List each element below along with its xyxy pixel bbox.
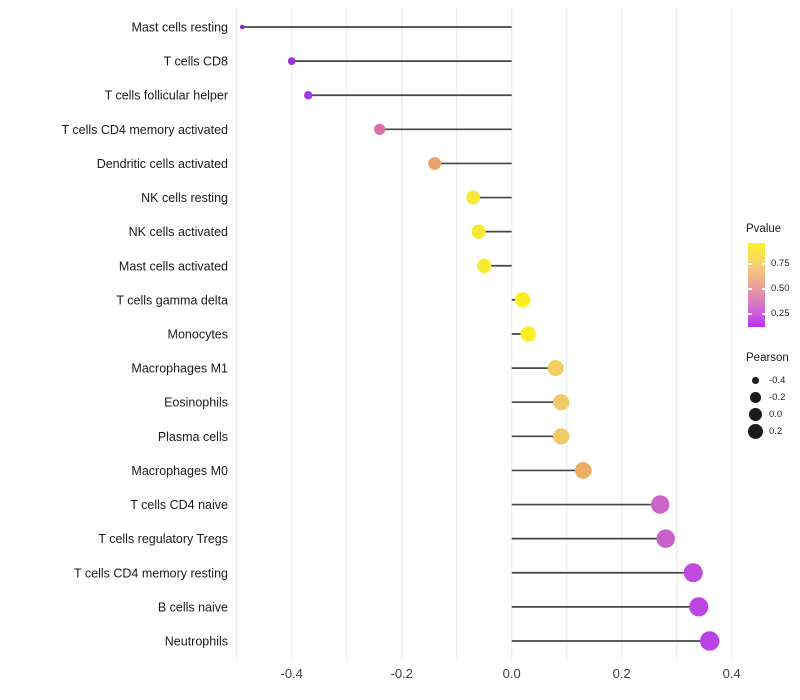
y-axis-label: Mast cells resting	[131, 21, 228, 35]
y-axis-label: T cells CD4 naive	[130, 498, 228, 512]
pearson-size-dot	[747, 423, 764, 440]
pearson-legend-row: -0.2	[746, 389, 789, 406]
pvalue-colorbar-wrap: 0.75 0.50 0.25	[746, 243, 800, 329]
pearson-legend-label: 0.2	[769, 426, 783, 437]
pearson-legend: Pearson -0.4 -0.2 0.0 0.2	[746, 352, 789, 440]
y-axis-label: NK cells resting	[141, 191, 228, 205]
lollipop-dot	[689, 597, 709, 617]
colorbar-tick-label: 0.25	[771, 308, 790, 319]
colorbar-tick-mark	[748, 288, 752, 290]
pearson-legend-label: -0.2	[769, 392, 786, 403]
x-axis-tick-label: 0.4	[723, 666, 741, 681]
y-axis-label: Monocytes	[168, 327, 228, 341]
lollipop-dot	[466, 190, 481, 205]
lollipop-dot	[650, 495, 670, 514]
y-axis-label: T cells CD4 memory activated	[62, 123, 229, 137]
y-axis-label: T cells CD8	[164, 55, 228, 69]
pearson-size-dot	[748, 407, 763, 422]
colorbar-tick-mark	[761, 288, 765, 290]
lollipop-dot	[477, 258, 492, 273]
y-axis-label: T cells CD4 memory resting	[74, 566, 228, 580]
lollipop-dot	[520, 326, 536, 342]
y-axis-label: T cells follicular helper	[105, 89, 228, 103]
y-axis-label: B cells naive	[158, 600, 228, 614]
y-axis-label: T cells gamma delta	[116, 293, 228, 307]
y-axis-label: Dendritic cells activated	[97, 157, 228, 171]
colorbar-tick-mark	[761, 263, 765, 265]
x-axis-tick-label: 0.0	[503, 666, 521, 681]
lollipop-dot	[515, 292, 531, 308]
colorbar-tick-mark	[748, 263, 752, 265]
pearson-size-dot	[750, 392, 761, 403]
pvalue-legend: Pvalue 0.75 0.50 0.25	[746, 223, 800, 329]
y-axis-label: T cells regulatory Tregs	[98, 532, 228, 546]
pvalue-colorbar	[748, 243, 765, 327]
pearson-legend-key	[746, 377, 765, 384]
y-axis-label: Macrophages M1	[131, 362, 228, 376]
lollipop-dot	[471, 224, 486, 239]
lollipop-dot	[553, 394, 570, 411]
pvalue-legend-title: Pvalue	[746, 223, 782, 235]
x-axis-tick-label: 0.2	[613, 666, 631, 681]
pearson-legend-row: 0.0	[746, 406, 789, 423]
lollipop-dot	[287, 57, 296, 65]
lollipop-dot	[428, 156, 442, 170]
pearson-legend-row: 0.2	[746, 423, 789, 440]
pearson-size-dot	[752, 377, 759, 384]
pearson-legend-row: -0.4	[746, 372, 789, 389]
y-axis-label: NK cells activated	[129, 225, 228, 239]
pearson-legend-rows: -0.4 -0.2 0.0 0.2	[746, 372, 789, 440]
lollipop-dot	[547, 360, 564, 377]
pearson-legend-label: -0.4	[769, 375, 786, 386]
y-axis-label: Neutrophils	[165, 634, 228, 648]
lollipop-dot	[239, 24, 245, 30]
lollipop-dot	[656, 529, 675, 548]
colorbar-tick-mark	[748, 313, 752, 315]
y-axis-label: Eosinophils	[164, 396, 228, 410]
pearson-legend-key	[746, 423, 765, 440]
lollipop-dot	[374, 123, 386, 135]
pearson-legend-key	[746, 407, 765, 422]
pearson-legend-title: Pearson	[746, 352, 789, 364]
y-axis-label: Macrophages M0	[131, 464, 228, 478]
lollipop-dot	[553, 428, 570, 445]
pearson-legend-key	[746, 392, 765, 403]
colorbar-tick-mark	[761, 313, 765, 315]
colorbar-tick-label: 0.50	[771, 283, 790, 294]
lollipop-dot	[574, 462, 592, 479]
lollipop-dot	[683, 563, 703, 583]
pearson-legend-label: 0.0	[769, 409, 783, 420]
y-axis-label: Mast cells activated	[119, 259, 228, 273]
y-axis-label: Plasma cells	[158, 430, 228, 444]
lollipop-dot	[303, 90, 313, 100]
colorbar-tick-label: 0.75	[771, 258, 790, 269]
x-axis-tick-label: -0.2	[390, 666, 412, 681]
lollipop-dot	[700, 631, 720, 651]
x-axis-tick-label: -0.4	[280, 666, 302, 681]
